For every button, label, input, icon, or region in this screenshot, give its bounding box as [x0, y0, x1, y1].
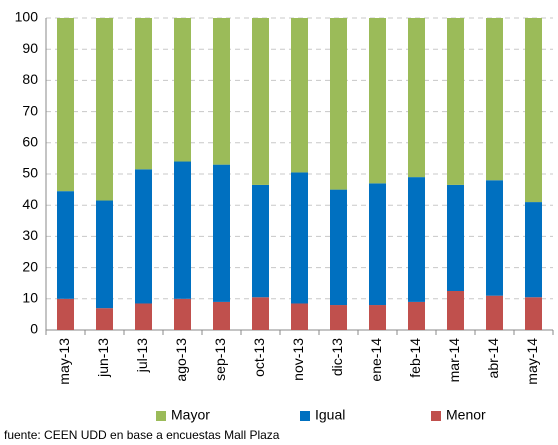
x-tick-label: feb-14 — [407, 338, 423, 378]
bar-segment — [291, 303, 308, 330]
bar-segment — [330, 18, 347, 190]
bar-segment — [408, 177, 425, 302]
x-tick-label: jul-13 — [134, 338, 150, 373]
x-tick-label: ago-13 — [173, 338, 189, 382]
bar-segment — [96, 308, 113, 330]
bar-segment — [96, 200, 113, 309]
x-tick-label: may-14 — [524, 338, 540, 385]
bar-segment — [174, 18, 191, 162]
bar-segment — [408, 18, 425, 178]
bar-segment — [96, 18, 113, 201]
y-tick-label: 0 — [30, 321, 38, 337]
legend-label: Menor — [446, 407, 486, 423]
x-tick-label: dic-13 — [329, 338, 345, 376]
bar-segment — [252, 184, 269, 298]
bar-segment — [486, 18, 503, 181]
bar-segment — [447, 18, 464, 185]
y-tick-label: 70 — [22, 102, 38, 118]
legend-swatch — [156, 411, 166, 421]
x-tick-label: may-13 — [56, 338, 72, 385]
bar-segment — [369, 183, 386, 306]
bar-segment — [213, 18, 230, 165]
x-tick-label: ene-14 — [368, 338, 384, 382]
x-tick-label: nov-13 — [290, 338, 306, 381]
bar-segment — [174, 161, 191, 299]
bar-segment — [330, 305, 347, 330]
y-tick-label: 90 — [22, 40, 38, 56]
y-tick-label: 30 — [22, 227, 38, 243]
bar-segment — [57, 18, 74, 192]
y-tick-label: 20 — [22, 258, 38, 274]
bar-segment — [252, 18, 269, 185]
bar-segment — [291, 18, 308, 173]
bar-segment — [213, 164, 230, 302]
source-note: fuente: CEEN UDD en base a encuestas Mal… — [4, 428, 280, 442]
bar-segment — [252, 297, 269, 330]
bar-segment — [447, 184, 464, 291]
bar-segment — [525, 18, 542, 203]
bar-segment — [57, 298, 74, 330]
y-tick-label: 10 — [22, 290, 38, 306]
bar-segment — [57, 191, 74, 299]
bar-segment — [291, 172, 308, 304]
bar-segment — [135, 169, 152, 304]
bar-segment — [174, 298, 191, 330]
y-tick-label: 60 — [22, 134, 38, 150]
y-tick-label: 50 — [22, 165, 38, 181]
bar-segment — [369, 305, 386, 330]
y-tick-label: 80 — [22, 71, 38, 87]
x-tick-label: abr-14 — [485, 338, 501, 379]
bar-segment — [408, 301, 425, 330]
bar-segment — [135, 18, 152, 170]
bar-segment — [213, 301, 230, 330]
legend-label: Igual — [315, 407, 345, 423]
y-tick-label: 100 — [15, 9, 39, 25]
legend-swatch — [431, 411, 441, 421]
bar-segment — [525, 297, 542, 330]
bar-segment — [135, 303, 152, 330]
bar-segment — [486, 295, 503, 330]
bar-segment — [486, 180, 503, 296]
x-tick-label: mar-14 — [446, 338, 462, 383]
x-tick-label: sep-13 — [212, 338, 228, 381]
legend-swatch — [300, 411, 310, 421]
x-tick-label: oct-13 — [251, 338, 267, 377]
bar-segment — [330, 189, 347, 306]
bar-segment — [525, 202, 542, 298]
y-tick-label: 40 — [22, 196, 38, 212]
legend-label: Mayor — [171, 407, 210, 423]
x-tick-label: jun-13 — [95, 338, 111, 378]
bar-segment — [447, 291, 464, 330]
bar-segment — [369, 18, 386, 184]
